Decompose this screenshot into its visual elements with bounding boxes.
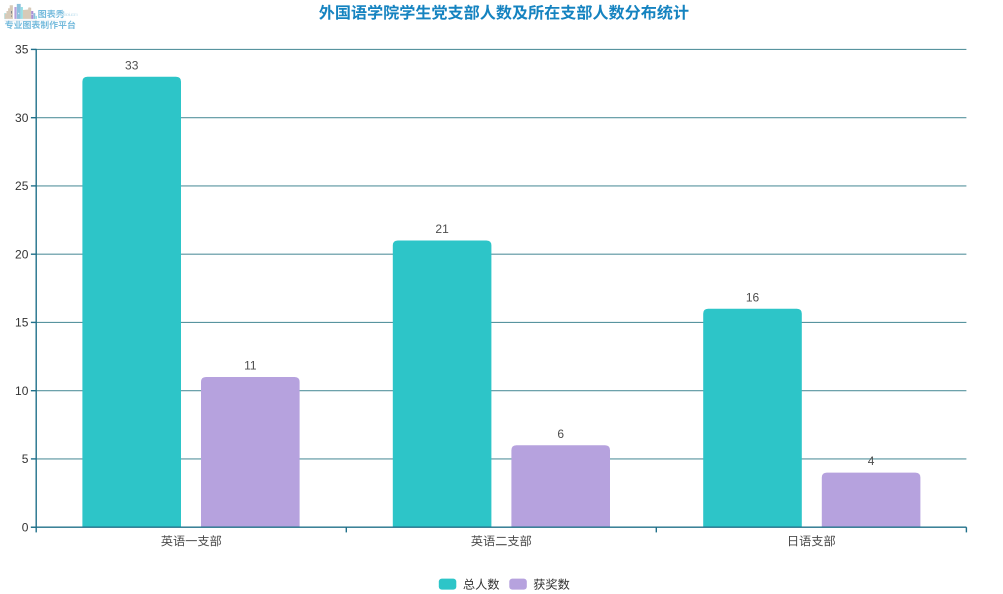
svg-text:5: 5 <box>22 452 29 466</box>
svg-text:33: 33 <box>125 58 139 72</box>
svg-text:www.tubiaoxiu.com: www.tubiaoxiu.com <box>54 12 79 17</box>
svg-text:11: 11 <box>244 359 257 373</box>
svg-text:25: 25 <box>15 179 29 193</box>
svg-text:35: 35 <box>15 43 29 57</box>
svg-text:30: 30 <box>15 111 29 125</box>
svg-text:4: 4 <box>868 454 875 468</box>
svg-text:16: 16 <box>746 290 760 304</box>
svg-text:15: 15 <box>15 316 29 330</box>
svg-text:0: 0 <box>22 521 29 535</box>
svg-text:21: 21 <box>435 222 449 236</box>
svg-text:10: 10 <box>15 384 29 398</box>
svg-text:6: 6 <box>557 427 564 441</box>
svg-text:20: 20 <box>15 248 29 262</box>
